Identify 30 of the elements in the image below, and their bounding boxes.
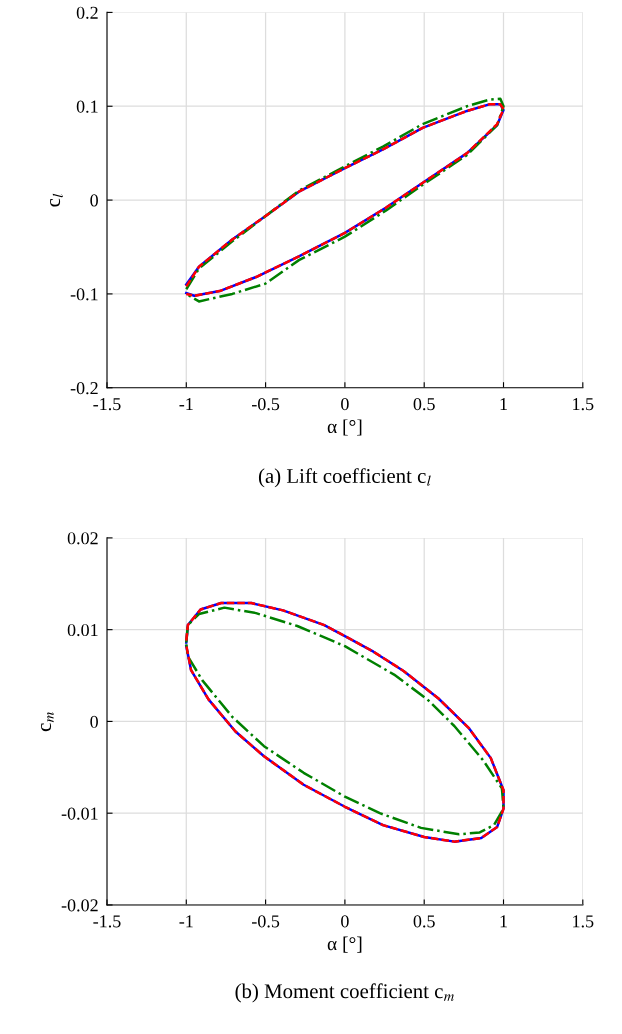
x-tick-label: -1.5 (93, 398, 121, 411)
x-tick-label: 1.5 (573, 915, 594, 928)
y-axis-title: c$_{l}$ (50, 193, 63, 207)
x-tick-label: -0.5 (251, 915, 280, 928)
x-tick-label: -1 (179, 398, 193, 410)
y-tick-label: 0.2 (76, 6, 98, 19)
y-tick-label: 0 (90, 194, 98, 207)
x-axis-title: α [°] (327, 936, 362, 953)
x-tick-label: 0 (341, 397, 349, 411)
x-tick-label: 0 (341, 915, 349, 928)
x-tick-label: -1.5 (93, 915, 121, 928)
text: (a) Lift coefficient c$_{l}$ (258, 468, 431, 488)
x-tick-label: -0.5 (251, 397, 280, 411)
y-axis-title: c$_{m}$ (41, 712, 54, 732)
x-tick-label: 1 (500, 915, 507, 928)
y-tick-label: -0.02 (61, 899, 98, 912)
y-tick-label: 0.1 (76, 100, 98, 113)
y-tick-label: -0.01 (61, 807, 98, 820)
y-tick-label: -0.1 (70, 288, 98, 301)
x-axis-title: α [°] (327, 419, 362, 436)
y-tick-label: 0 (90, 715, 98, 728)
x-tick-label: 1 (500, 398, 507, 410)
y-tick-label: 0.01 (67, 623, 98, 637)
x-tick-label: 1.5 (573, 398, 594, 411)
x-tick-label: 0.5 (413, 915, 435, 928)
text: (b) Moment coefficient c$_{m}$ (235, 983, 454, 1003)
y-tick-label: -0.2 (70, 382, 98, 395)
y-tick-label: 0.02 (67, 532, 98, 545)
x-tick-label: -1 (179, 915, 193, 928)
x-tick-label: 0.5 (413, 397, 435, 411)
